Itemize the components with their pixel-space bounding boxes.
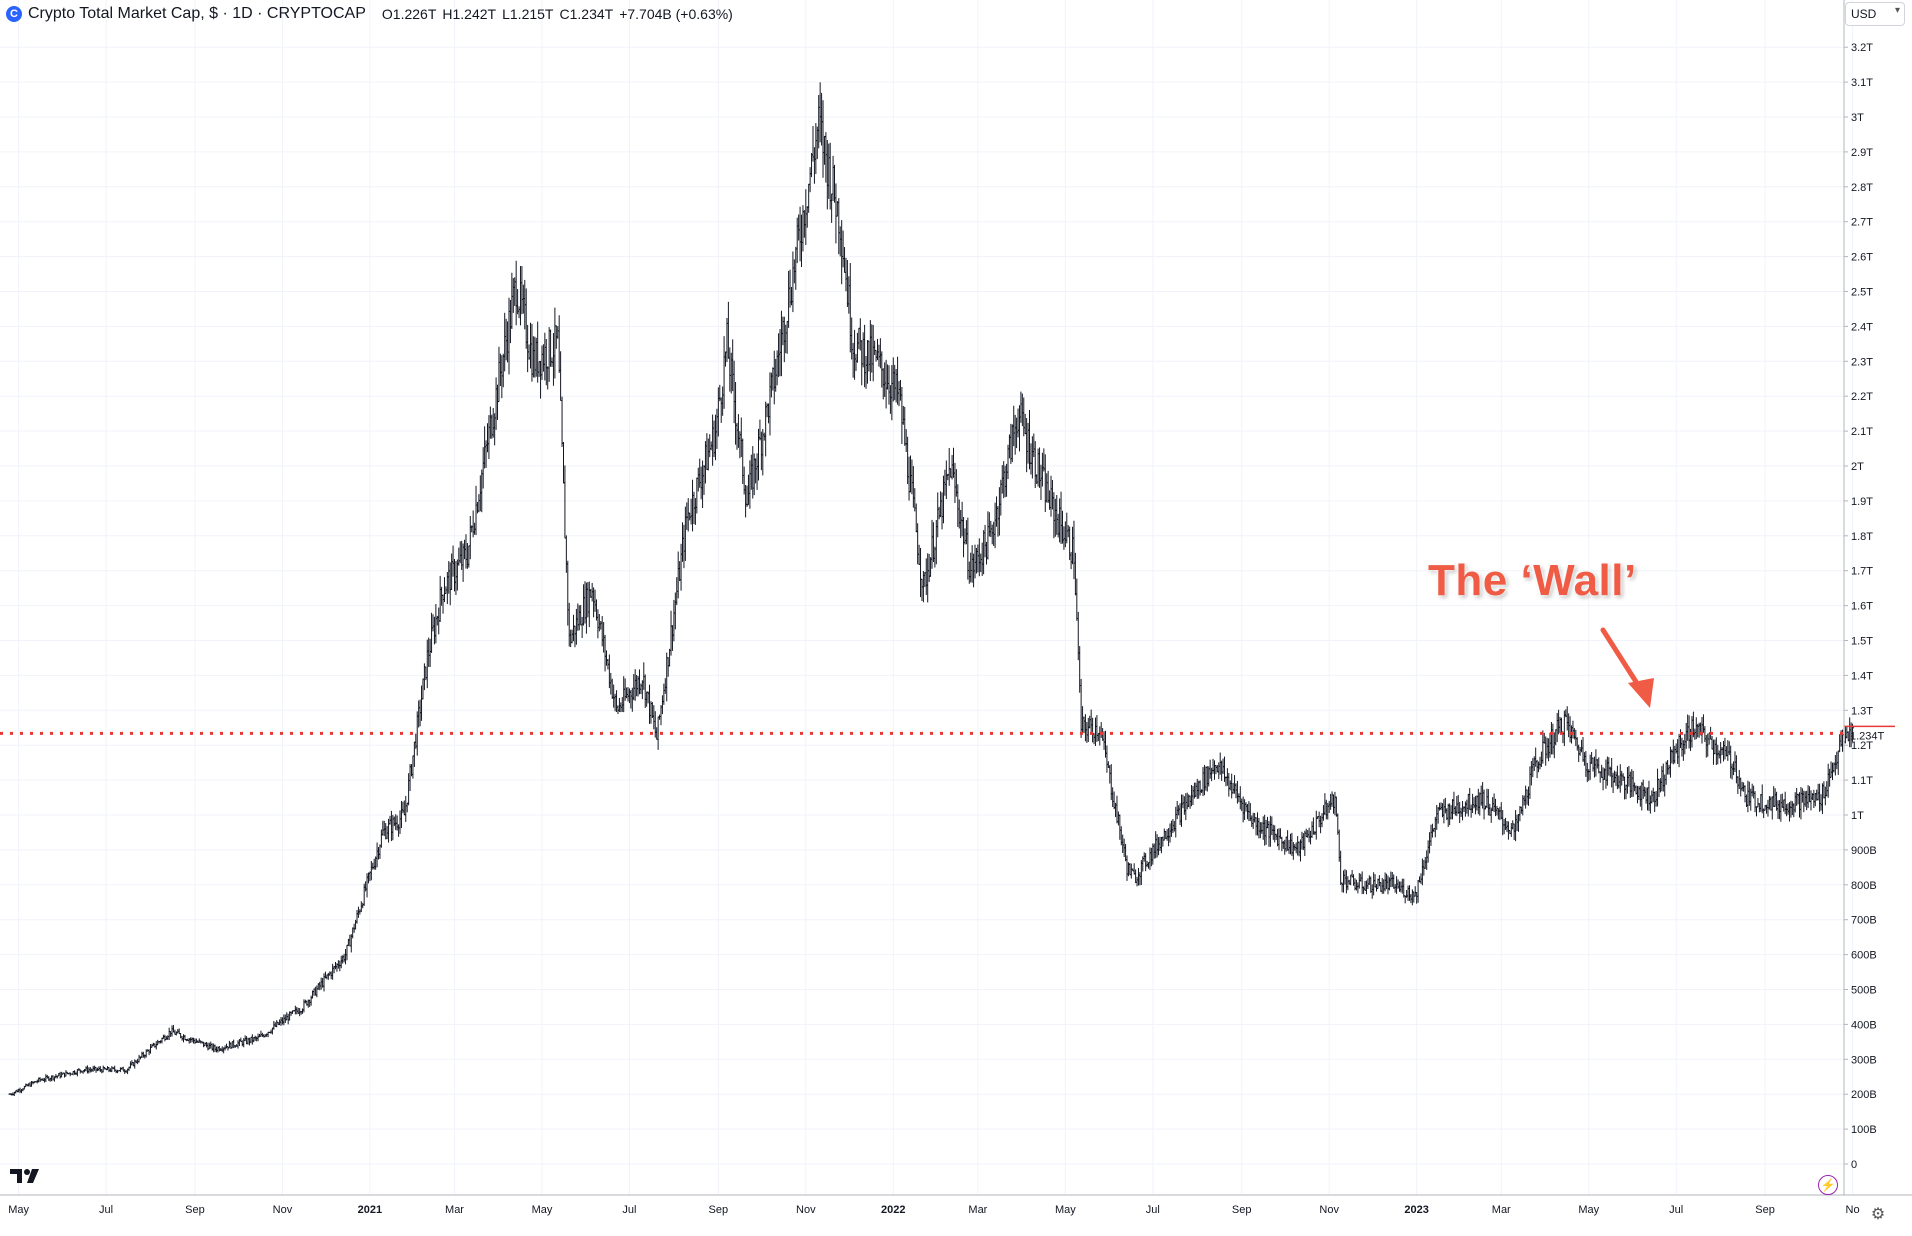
- ohlc-bar: [561, 397, 564, 447]
